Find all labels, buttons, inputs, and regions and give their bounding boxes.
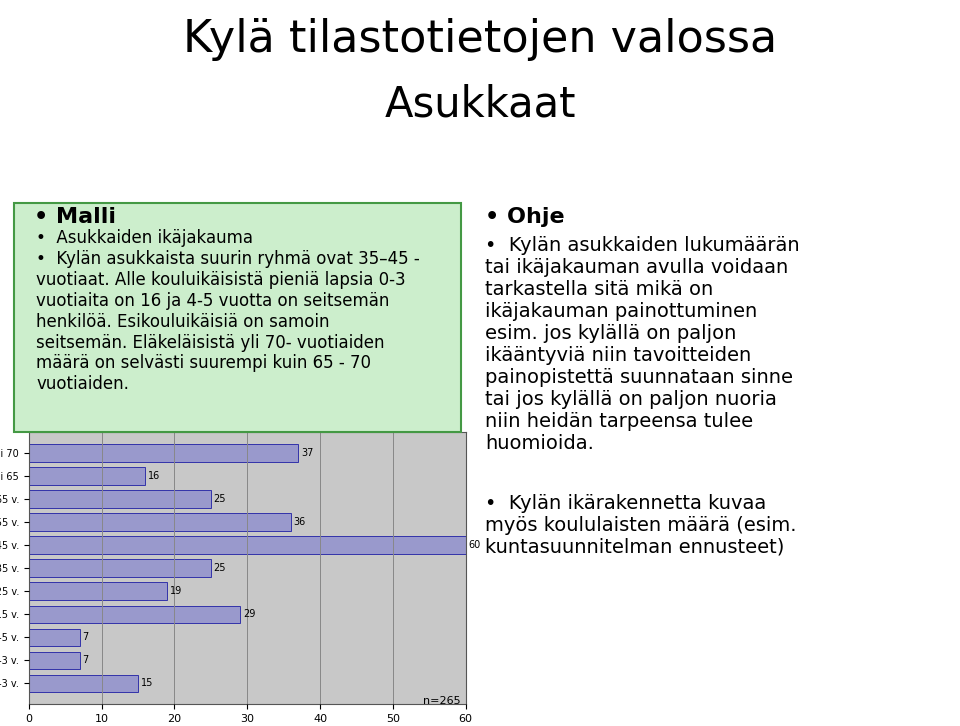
Text: • Ohje: • Ohje	[485, 207, 564, 227]
Bar	[29, 444, 299, 462]
Title: Ikäjakauma: Ikäjakauma	[206, 417, 288, 431]
Text: 25: 25	[214, 563, 227, 573]
Text: 60: 60	[468, 540, 481, 550]
Text: 36: 36	[294, 517, 306, 527]
Bar	[29, 560, 211, 576]
Text: 25: 25	[214, 494, 227, 504]
Text: • Malli: • Malli	[34, 207, 115, 227]
Bar	[29, 582, 167, 600]
Text: 7: 7	[83, 655, 89, 665]
Text: •  Asukkaiden ikäjakauma: • Asukkaiden ikäjakauma	[36, 229, 253, 247]
Bar	[29, 674, 138, 692]
Text: 16: 16	[148, 471, 160, 481]
Text: •  Kylän asukkaiden lukumäärän
tai ikäjakauman avulla voidaan
tarkastella sitä m: • Kylän asukkaiden lukumäärän tai ikäjak…	[485, 236, 800, 453]
Text: n=265: n=265	[423, 696, 461, 706]
Text: 15: 15	[141, 678, 154, 688]
Bar	[29, 513, 291, 531]
Text: 7: 7	[83, 632, 89, 643]
Bar	[29, 537, 466, 554]
Text: Asukkaat: Asukkaat	[384, 83, 576, 126]
Text: •  Kylän asukkaista suurin ryhmä ovat 35–45 -
vuotiaat. Alle kouluikäisistä pien: • Kylän asukkaista suurin ryhmä ovat 35–…	[36, 250, 420, 393]
Text: •  Kylän ikärakennetta kuvaa
myös koululaisten määrä (esim.
kuntasuunnitelman en: • Kylän ikärakennetta kuvaa myös koulula…	[485, 494, 796, 557]
Bar	[29, 629, 80, 646]
Bar	[29, 468, 145, 485]
Text: Kylä tilastotietojen valossa: Kylä tilastotietojen valossa	[183, 18, 777, 61]
Text: 37: 37	[301, 448, 314, 458]
Bar	[29, 490, 211, 507]
Bar	[29, 651, 80, 669]
Bar	[29, 605, 240, 623]
Text: 19: 19	[170, 586, 182, 596]
Text: 29: 29	[243, 609, 255, 619]
